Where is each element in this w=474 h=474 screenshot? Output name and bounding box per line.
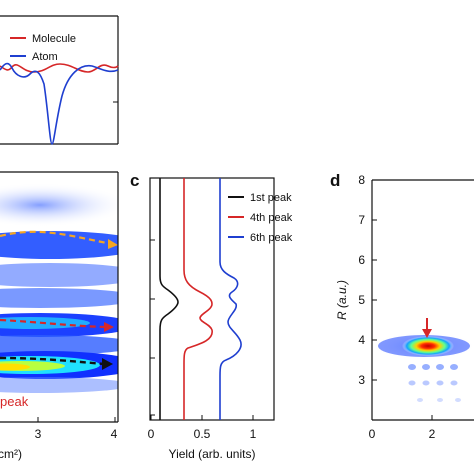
tick-c-x-0: 0 (148, 427, 155, 441)
tick-d-x-2: 2 (429, 427, 436, 441)
axis-d-ylabel: R (a.u.) (335, 280, 349, 320)
legend-c-label-4th: 4th peak (250, 212, 293, 224)
panel-c-label: c (130, 171, 139, 190)
peak-arrow-head (422, 329, 432, 338)
arrow-black (0, 356, 105, 366)
series-1st-peak-line (159, 178, 179, 420)
axis-c-xlabel: Yield (arb. units) (169, 447, 256, 461)
tick-d-y-4: 4 (358, 333, 365, 347)
legend-a: Molecule Atom (10, 33, 76, 63)
tick-d-y-3: 3 (358, 373, 365, 387)
tick-d-x-0: 0 (369, 427, 376, 441)
tick-d-y-7: 7 (358, 213, 365, 227)
legend-c-label-6th: 6th peak (250, 232, 293, 244)
d-yticks: 8 7 6 5 4 3 (358, 173, 377, 387)
tick-d-y-5: 5 (358, 293, 365, 307)
tick-d-y-6: 6 (358, 253, 365, 267)
series-4th-peak-line (183, 178, 213, 420)
legend-a-label-atom: Atom (32, 51, 58, 63)
series-atom-line (0, 62, 119, 145)
tick-c-x-0_5: 0.5 (194, 427, 211, 441)
arrow-black-head (102, 358, 113, 370)
tick-b-x-3: 3 (35, 427, 42, 441)
panel-d-label: d (330, 171, 340, 190)
arrow-red (0, 318, 107, 329)
series-molecule-line (0, 63, 119, 73)
peak-label: peak (0, 394, 29, 409)
panel-a: Molecule Atom (0, 15, 119, 145)
legend-c: 1st peak 4th peak 6th peak (228, 192, 293, 244)
arrow-orange (0, 230, 113, 246)
legend-a-label-molecule: Molecule (32, 33, 76, 45)
heatmap-d (372, 318, 474, 402)
panel-c: c 1st peak 4th peak 6th peak 0 0.5 1 Yie… (130, 171, 293, 461)
axis-b-xlabel: cm²) (0, 447, 22, 461)
tick-c-x-1: 1 (250, 427, 257, 441)
legend-c-label-1st: 1st peak (250, 192, 292, 204)
panel-b: peak 3 4 cm²) (0, 171, 119, 461)
arrow-orange-head (108, 239, 118, 249)
panel-d: d 8 (330, 171, 474, 441)
panel-d-plot-bg (372, 180, 474, 420)
tick-d-y-8: 8 (358, 173, 365, 187)
arrow-red-head (104, 322, 114, 332)
series-6th-peak-line (219, 178, 242, 420)
tick-b-x-4: 4 (111, 427, 118, 441)
